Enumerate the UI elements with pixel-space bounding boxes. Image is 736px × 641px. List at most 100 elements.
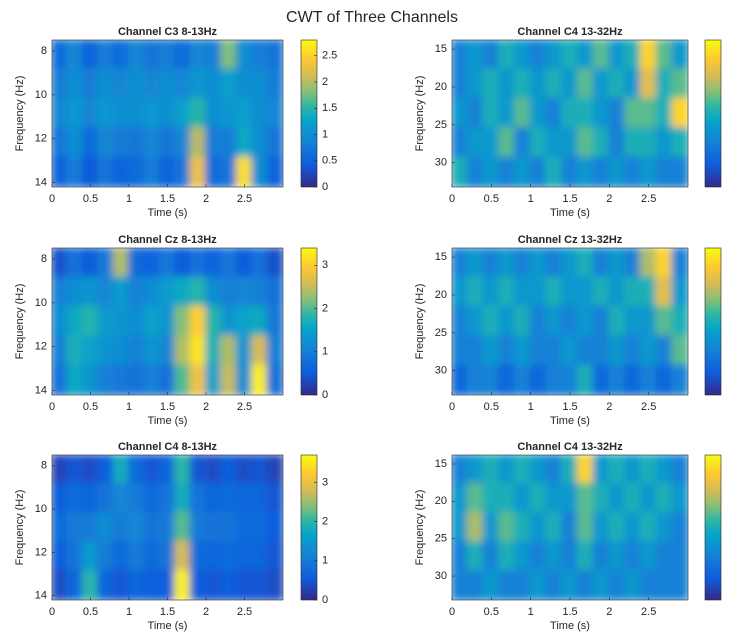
heatmap-cell: [639, 455, 658, 485]
x-tick-label: 2: [203, 193, 209, 205]
colorbar: [704, 39, 722, 188]
heatmap-cell: [655, 97, 674, 130]
heatmap-cell: [624, 335, 642, 367]
heatmap-cell: [655, 156, 674, 187]
heatmap-cells: [52, 40, 283, 187]
heatmap-cell: [251, 305, 269, 338]
heatmap-cell: [513, 512, 532, 543]
x-axis-label: Time (s): [148, 207, 188, 219]
y-axis-label: Frequency (Hz): [14, 284, 26, 360]
x-tick-label: 0: [49, 606, 55, 618]
x-tick-label: 2: [606, 606, 612, 618]
colorbar-tick-label: 0.5: [322, 155, 337, 167]
heatmap-cell: [498, 305, 516, 338]
heatmap-cell: [608, 68, 627, 100]
heatmap-cell: [452, 68, 469, 100]
heatmap-cell: [112, 335, 130, 367]
heatmap-cell: [112, 364, 130, 395]
heatmap-cell: [639, 40, 658, 71]
heatmap-cell: [220, 40, 238, 71]
heatmap-cell: [655, 68, 674, 100]
heatmap-cell: [498, 455, 516, 485]
heatmap-cell: [655, 127, 674, 159]
heatmap-cell: [220, 156, 238, 187]
y-tick-label: 30: [435, 157, 447, 169]
x-tick-label: 2: [203, 401, 209, 413]
heatmap-cell: [235, 335, 254, 367]
heatmap-cell: [266, 248, 283, 279]
heatmap-cell: [128, 40, 146, 71]
heatmap-cell: [592, 483, 611, 514]
heatmap-cell: [52, 97, 69, 130]
colorbar: [300, 247, 318, 396]
heatmap-cell: [576, 68, 595, 100]
heatmap-cell: [112, 455, 130, 485]
heatmap-cell: [561, 276, 579, 308]
heatmap-cell: [576, 156, 595, 187]
heatmap-cell: [174, 512, 192, 543]
heatmap-cell: [466, 97, 485, 130]
heatmap-cell: [671, 276, 688, 308]
heatmap-cell: [266, 335, 283, 367]
heatmap-cell: [266, 127, 283, 159]
heatmap-cell: [671, 305, 688, 338]
heatmap-cell: [561, 40, 579, 71]
x-tick-label: 2: [203, 606, 209, 618]
heatmap-cell: [561, 541, 579, 572]
heatmap-cell: [452, 97, 469, 130]
x-tick-label: 0: [49, 401, 55, 413]
heatmap-cell: [452, 455, 469, 485]
heatmap-cell: [466, 68, 485, 100]
heatmap-cell: [561, 127, 579, 159]
heatmap-cell: [174, 68, 192, 100]
heatmap-cell: [97, 40, 115, 71]
colorbar-tick-label: 3: [322, 476, 328, 488]
heatmap-cell: [466, 541, 485, 572]
heatmap-cell: [608, 455, 627, 485]
heatmap-cell: [592, 335, 611, 367]
y-tick-label: 8: [41, 460, 47, 472]
y-tick-label: 8: [41, 45, 47, 57]
heatmap-cell: [266, 305, 283, 338]
heatmap-cell: [671, 570, 688, 600]
axes-title: Channel Cz 8-13Hz: [118, 234, 217, 246]
heatmap-cell: [655, 335, 674, 367]
x-tick-label: 2.5: [237, 193, 252, 205]
heatmap-cell: [81, 156, 100, 187]
heatmap-cell: [452, 483, 469, 514]
heatmap-cell: [189, 305, 207, 338]
colorbar: [704, 247, 722, 396]
heatmap-cell: [545, 127, 564, 159]
heatmap-cell: [482, 455, 501, 485]
axes-title: Channel C4 13-32Hz: [517, 441, 623, 453]
heatmap-cell: [592, 68, 611, 100]
heatmap-cell: [220, 483, 238, 514]
heatmap-cell: [482, 276, 501, 308]
heatmap-cell: [466, 156, 485, 187]
heatmap-cell: [266, 364, 283, 395]
heatmap-cell: [143, 97, 161, 130]
heatmap-cell: [655, 512, 674, 543]
heatmap-cell: [529, 335, 548, 367]
heatmap: [452, 248, 688, 395]
heatmap-cell: [452, 127, 469, 159]
heatmap-cell: [52, 248, 69, 279]
heatmap-cell: [466, 364, 485, 395]
heatmap-cell: [81, 364, 100, 395]
heatmap-cell: [576, 512, 595, 543]
heatmap-cell: [561, 455, 579, 485]
heatmap-cell: [671, 68, 688, 100]
heatmap-cell: [466, 512, 485, 543]
heatmap-cell: [608, 364, 627, 395]
heatmap-cell: [158, 276, 177, 308]
heatmap-cell: [251, 156, 269, 187]
heatmap-cell: [174, 455, 192, 485]
heatmap-cell: [498, 276, 516, 308]
heatmap-cell: [498, 483, 516, 514]
colorbar: [300, 39, 318, 188]
heatmap-cell: [205, 68, 223, 100]
x-tick-label: 2.5: [641, 401, 656, 413]
heatmap-cell: [128, 364, 146, 395]
heatmap-cell: [143, 455, 161, 485]
